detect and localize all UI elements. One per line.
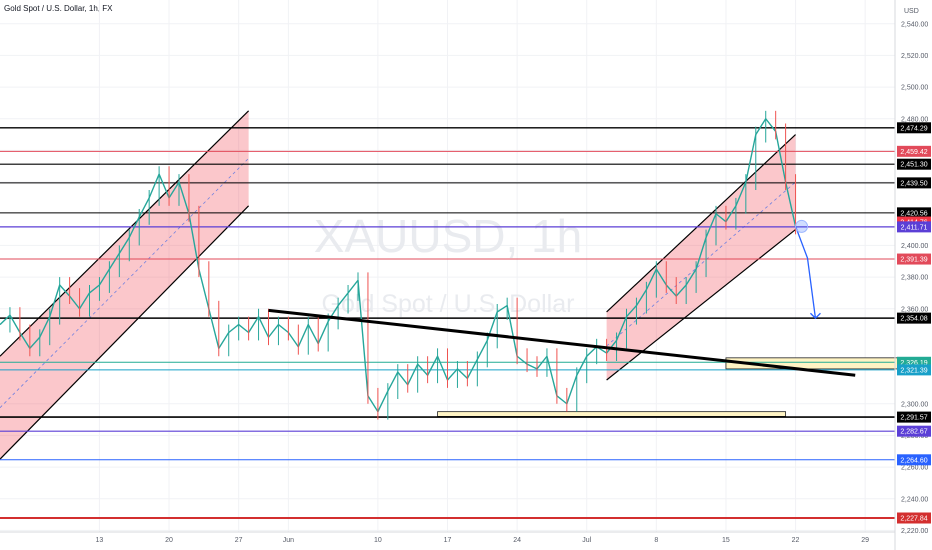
price-tick-label: 2,380.00 (901, 275, 928, 282)
trend-line (268, 308, 856, 377)
projection-arrowhead (809, 312, 821, 320)
date-tick-label: 17 (444, 537, 452, 544)
date-tick-label: 20 (165, 537, 173, 544)
price-level-tag (897, 122, 931, 134)
projection-start-marker (795, 219, 809, 233)
price-tick-label: 2,520.00 (901, 53, 928, 60)
date-tick-label: Jul (582, 537, 591, 544)
date-tick-label: 29 (861, 537, 869, 544)
price-level-label: 2,291.57 (900, 415, 927, 422)
price-level-label: 2,474.29 (900, 125, 927, 132)
date-tick-label: 27 (235, 537, 243, 544)
price-level-label: 2,264.60 (900, 457, 927, 464)
price-level-label: 2,439.50 (900, 180, 927, 187)
channel-fill (606, 134, 796, 380)
price-level-label: 2,459.42 (900, 149, 927, 156)
price-level-tag (897, 221, 931, 233)
watermark-ticker: XAUUSD, 1h (314, 210, 582, 262)
date-tick-label: 8 (654, 537, 658, 544)
watermark-name: Gold Spot / U.S. Dollar (322, 290, 575, 318)
price-tick-label: 2,500.00 (901, 85, 928, 92)
price-tick-label: 2,400.00 (901, 243, 928, 250)
date-tick-label: 10 (374, 537, 382, 544)
date-tick-label: 15 (722, 537, 730, 544)
support-zone (437, 411, 787, 417)
chart-title: Gold Spot / U.S. Dollar, 1h, FX (4, 4, 113, 13)
price-tick-label: 2,240.00 (901, 496, 928, 503)
zones-layer (437, 357, 906, 417)
price-tick-label: 2,540.00 (901, 21, 928, 28)
channel-midline (0, 158, 249, 408)
price-level-tag (897, 425, 931, 437)
price-level-label: 2,420.56 (900, 210, 927, 217)
price-level-label: 2,391.39 (900, 257, 927, 264)
channel-fill (0, 110, 249, 460)
series-layer (0, 110, 797, 420)
price-tick-label: 2,220.00 (901, 528, 928, 535)
price-tick-label: 2,260.00 (901, 465, 928, 472)
price-tick-label: 2,480.00 (901, 116, 928, 123)
projection-path (794, 226, 817, 319)
price-level-label: 2,321.39 (900, 367, 927, 374)
price-level-label: 2,354.08 (900, 316, 927, 323)
price-level-label: 2,326.19 (900, 360, 927, 367)
price-level-tag (897, 177, 931, 189)
price-labels: 2,474.29 2,459.42 2,451.30 2,439.50 2,420.56… (897, 122, 931, 524)
price-level-label: 2,227.84 (900, 516, 927, 523)
price-level-tag (897, 207, 931, 219)
currency-label: USD (904, 8, 919, 15)
price-level-tag (897, 454, 931, 466)
drawings-layer (268, 219, 856, 377)
price-tick-label: 2,300.00 (901, 401, 928, 408)
price-level-tag (897, 158, 931, 170)
price-level-label: 2,451.30 (900, 162, 927, 169)
price-level-tag (897, 512, 931, 524)
price-tick-label: 2,360.00 (901, 306, 928, 313)
date-tick-label: 13 (96, 537, 104, 544)
price-level-label: 2,282.67 (900, 429, 927, 436)
price-level-tag (897, 364, 931, 376)
time-axis: 13 20 27 Jun 10 17 24 Jul 8 15 22 29 (96, 537, 870, 544)
price-level-label: 2,411.71 (901, 224, 928, 231)
price-level-tag (897, 411, 931, 423)
date-tick-label: Jun (283, 537, 294, 544)
price-level-tag (897, 253, 931, 265)
price-level-tag (897, 312, 931, 324)
channel-lower-line (606, 229, 796, 381)
price-level-tag (897, 356, 931, 368)
date-tick-label: 24 (513, 537, 521, 544)
date-tick-label: 22 (792, 537, 800, 544)
price-level-tag (897, 145, 931, 157)
